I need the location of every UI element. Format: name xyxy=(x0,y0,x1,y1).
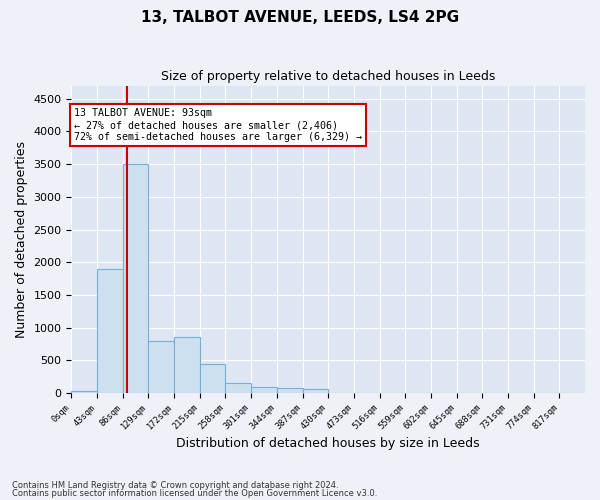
Text: Contains HM Land Registry data © Crown copyright and database right 2024.: Contains HM Land Registry data © Crown c… xyxy=(12,481,338,490)
Bar xyxy=(251,386,277,393)
Bar xyxy=(148,342,174,393)
Title: Size of property relative to detached houses in Leeds: Size of property relative to detached ho… xyxy=(161,70,496,83)
Bar xyxy=(97,269,123,393)
Bar xyxy=(277,388,302,393)
Text: 13 TALBOT AVENUE: 93sqm
← 27% of detached houses are smaller (2,406)
72% of semi: 13 TALBOT AVENUE: 93sqm ← 27% of detache… xyxy=(74,108,362,142)
Y-axis label: Number of detached properties: Number of detached properties xyxy=(15,141,28,338)
Bar xyxy=(200,364,226,393)
Bar xyxy=(302,389,328,393)
Bar xyxy=(71,391,97,393)
X-axis label: Distribution of detached houses by size in Leeds: Distribution of detached houses by size … xyxy=(176,437,480,450)
Text: Contains public sector information licensed under the Open Government Licence v3: Contains public sector information licen… xyxy=(12,488,377,498)
Bar xyxy=(123,164,148,393)
Text: 13, TALBOT AVENUE, LEEDS, LS4 2PG: 13, TALBOT AVENUE, LEEDS, LS4 2PG xyxy=(141,10,459,25)
Bar xyxy=(226,382,251,393)
Bar xyxy=(174,338,200,393)
